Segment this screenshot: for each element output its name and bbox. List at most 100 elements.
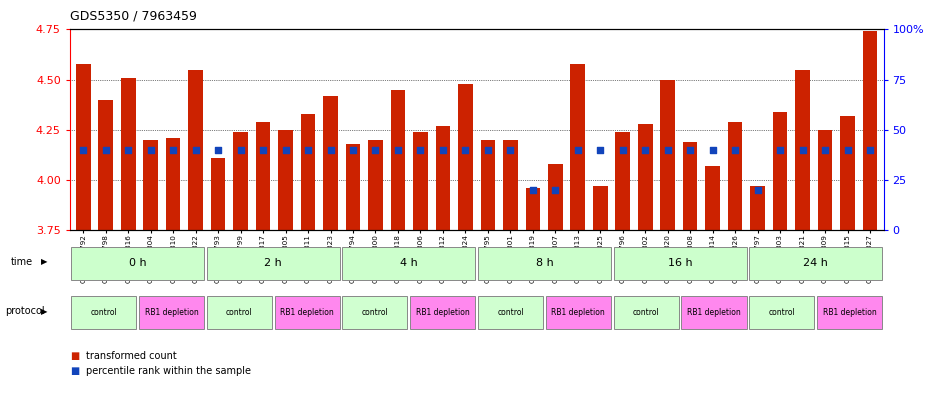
Point bbox=[256, 147, 271, 153]
Bar bbox=[76, 64, 90, 230]
Text: time: time bbox=[11, 257, 33, 267]
Point bbox=[773, 147, 788, 153]
Bar bbox=[189, 70, 203, 230]
Bar bbox=[840, 116, 855, 230]
Bar bbox=[300, 114, 315, 230]
Point bbox=[278, 147, 293, 153]
Point bbox=[413, 147, 428, 153]
Text: ■: ■ bbox=[70, 366, 79, 376]
Point bbox=[570, 147, 585, 153]
Text: control: control bbox=[362, 308, 389, 317]
Bar bbox=[638, 124, 653, 230]
Bar bbox=[773, 112, 788, 230]
Bar bbox=[614, 247, 747, 279]
Text: RB1 depletion: RB1 depletion bbox=[823, 308, 876, 317]
Bar bbox=[546, 296, 611, 329]
Text: control: control bbox=[632, 308, 659, 317]
Point bbox=[76, 147, 91, 153]
Point bbox=[458, 147, 472, 153]
Point bbox=[233, 147, 248, 153]
Text: percentile rank within the sample: percentile rank within the sample bbox=[86, 366, 251, 376]
Bar bbox=[548, 164, 563, 230]
Bar bbox=[274, 296, 339, 329]
Text: ■: ■ bbox=[70, 351, 79, 361]
Bar bbox=[368, 140, 383, 230]
Point bbox=[548, 187, 563, 193]
Bar bbox=[256, 122, 271, 230]
Point bbox=[503, 147, 518, 153]
Point bbox=[862, 147, 877, 153]
Point bbox=[727, 147, 742, 153]
Text: 24 h: 24 h bbox=[804, 258, 828, 268]
Bar bbox=[750, 296, 815, 329]
Text: 4 h: 4 h bbox=[400, 258, 418, 268]
Bar bbox=[863, 31, 877, 230]
Text: ▶: ▶ bbox=[41, 257, 47, 266]
Bar bbox=[683, 142, 698, 230]
Text: control: control bbox=[498, 308, 524, 317]
Point bbox=[323, 147, 338, 153]
Bar bbox=[660, 79, 675, 230]
Point bbox=[211, 147, 226, 153]
Bar bbox=[413, 132, 428, 230]
Bar bbox=[166, 138, 180, 230]
Bar bbox=[616, 132, 630, 230]
Text: ▶: ▶ bbox=[41, 307, 47, 316]
Point bbox=[368, 147, 383, 153]
Bar bbox=[593, 186, 607, 230]
Bar bbox=[342, 296, 407, 329]
Bar bbox=[99, 99, 113, 230]
Text: GDS5350 / 7963459: GDS5350 / 7963459 bbox=[70, 10, 196, 23]
Point bbox=[683, 147, 698, 153]
Bar bbox=[71, 247, 204, 279]
Point bbox=[435, 147, 450, 153]
Point bbox=[705, 147, 720, 153]
Point bbox=[143, 147, 158, 153]
Text: RB1 depletion: RB1 depletion bbox=[416, 308, 470, 317]
Bar bbox=[751, 186, 764, 230]
Bar bbox=[324, 95, 338, 230]
Text: control: control bbox=[226, 308, 253, 317]
Bar bbox=[795, 70, 810, 230]
Point bbox=[592, 147, 607, 153]
Bar bbox=[143, 140, 158, 230]
Point bbox=[751, 187, 765, 193]
Text: 2 h: 2 h bbox=[264, 258, 282, 268]
Bar bbox=[478, 247, 611, 279]
Bar bbox=[211, 158, 225, 230]
Bar bbox=[750, 247, 883, 279]
Text: transformed count: transformed count bbox=[86, 351, 178, 361]
Text: 16 h: 16 h bbox=[668, 258, 692, 268]
Text: RB1 depletion: RB1 depletion bbox=[144, 308, 198, 317]
Bar bbox=[391, 90, 405, 230]
Bar bbox=[817, 130, 832, 230]
Bar bbox=[278, 130, 293, 230]
Point bbox=[346, 147, 361, 153]
Bar bbox=[458, 84, 472, 230]
Point bbox=[525, 187, 540, 193]
Point bbox=[638, 147, 653, 153]
Point bbox=[481, 147, 496, 153]
Text: control: control bbox=[90, 308, 117, 317]
Bar bbox=[705, 166, 720, 230]
Bar bbox=[346, 144, 360, 230]
Point bbox=[188, 147, 203, 153]
Point bbox=[840, 147, 855, 153]
Bar bbox=[435, 126, 450, 230]
Bar bbox=[121, 77, 136, 230]
Bar bbox=[614, 296, 679, 329]
Bar bbox=[410, 296, 475, 329]
Text: protocol: protocol bbox=[5, 306, 45, 316]
Bar bbox=[728, 122, 742, 230]
Text: 0 h: 0 h bbox=[128, 258, 146, 268]
Text: RB1 depletion: RB1 depletion bbox=[687, 308, 741, 317]
Text: 8 h: 8 h bbox=[536, 258, 553, 268]
Bar bbox=[139, 296, 204, 329]
Bar bbox=[481, 140, 495, 230]
Bar bbox=[503, 140, 518, 230]
Bar bbox=[478, 296, 543, 329]
Point bbox=[817, 147, 832, 153]
Bar bbox=[570, 64, 585, 230]
Bar bbox=[233, 132, 248, 230]
Point bbox=[616, 147, 631, 153]
